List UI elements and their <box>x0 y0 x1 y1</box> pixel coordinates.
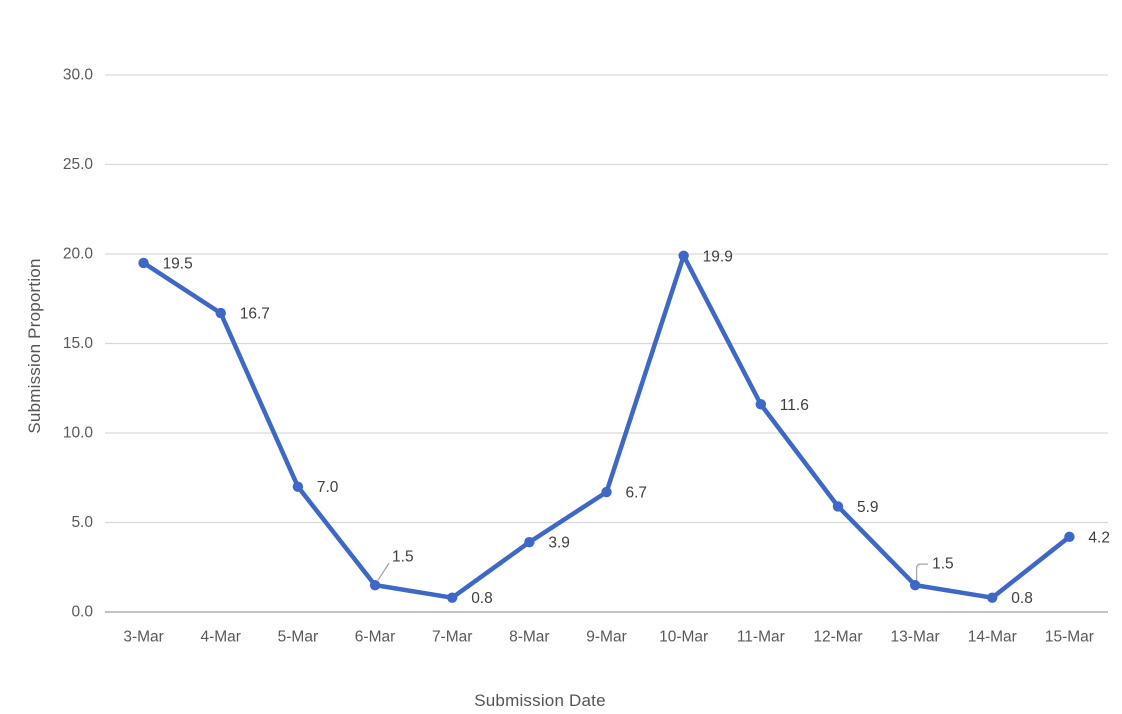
x-tick-label: 4-Mar <box>200 629 240 646</box>
data-point-marker <box>601 486 612 498</box>
x-tick-label: 12-Mar <box>813 629 862 646</box>
x-tick-label: 8-Mar <box>509 629 549 646</box>
gridlines <box>105 74 1108 524</box>
y-axis-tick-labels: 0.0 5.0 10.0 15.0 20.0 25.0 30.0 <box>63 67 94 621</box>
data-point-marker <box>524 536 535 548</box>
y-tick-label: 10.0 <box>63 425 94 442</box>
data-label: 0.8 <box>1011 590 1033 607</box>
y-tick-label: 0.0 <box>71 604 93 621</box>
x-tick-label: 14-Mar <box>968 629 1017 646</box>
series-line <box>141 253 1072 600</box>
y-tick-label: 5.0 <box>71 514 93 531</box>
data-label: 4.2 <box>1088 529 1110 546</box>
data-point-marker <box>292 481 304 492</box>
data-labels: 19.5 16.7 7.0 1.5 0.8 3.9 6.7 19.9 11.6 5.9 1.5 0.8… <box>163 248 1110 607</box>
x-axis-title: Submission Date <box>474 691 606 710</box>
x-axis-tick-labels: 3-Mar 4-Mar 5-Mar 6-Mar 7-Mar 8-Mar 9-Mar 10-Ma… <box>123 629 1094 646</box>
y-tick-label: 15.0 <box>63 335 94 352</box>
data-label: 16.7 <box>240 306 270 323</box>
x-tick-label: 6-Mar <box>355 629 395 646</box>
data-label: 1.5 <box>932 556 954 573</box>
data-label: 1.5 <box>392 549 414 566</box>
y-axis-title: Submission Proportion <box>25 258 44 434</box>
data-label: 19.9 <box>703 248 733 265</box>
data-label: 19.5 <box>163 255 193 272</box>
x-tick-label: 5-Mar <box>278 629 318 646</box>
data-point-marker <box>446 592 458 603</box>
x-tick-label: 10-Mar <box>659 629 708 646</box>
y-tick-label: 25.0 <box>63 156 94 173</box>
leader-line <box>915 563 929 583</box>
x-tick-label: 9-Mar <box>586 629 626 646</box>
data-point-marker <box>678 250 689 261</box>
data-point-marker <box>215 307 226 319</box>
y-tick-label: 20.0 <box>63 246 94 263</box>
data-point-marker <box>1064 531 1075 543</box>
data-point-marker <box>832 501 844 512</box>
x-tick-label: 7-Mar <box>432 629 472 646</box>
data-point-marker <box>755 399 767 410</box>
x-tick-label: 13-Mar <box>891 629 940 646</box>
data-label: 7.0 <box>317 479 339 496</box>
data-label: 3.9 <box>548 535 570 552</box>
data-point-marker <box>138 257 149 269</box>
data-point-marker <box>909 579 921 591</box>
data-label: 5.9 <box>857 499 879 516</box>
y-tick-label: 30.0 <box>63 67 94 84</box>
data-label-leader-lines <box>377 562 929 583</box>
x-tick-label: 3-Mar <box>123 629 163 646</box>
data-label: 6.7 <box>626 485 648 502</box>
x-tick-label: 15-Mar <box>1045 629 1094 646</box>
leader-line <box>377 562 390 581</box>
data-point-markers <box>138 250 1075 603</box>
x-tick-label: 11-Mar <box>737 629 785 646</box>
data-point-marker <box>987 592 998 603</box>
series-polyline <box>141 253 1072 600</box>
data-label: 11.6 <box>780 397 809 414</box>
data-label: 0.8 <box>471 590 493 607</box>
data-point-marker <box>369 579 381 591</box>
